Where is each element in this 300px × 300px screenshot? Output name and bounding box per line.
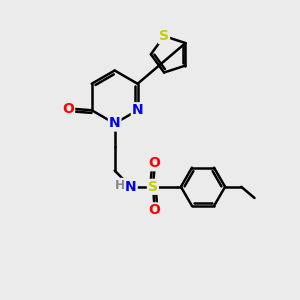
Text: N: N xyxy=(109,116,121,130)
Text: N: N xyxy=(125,180,137,194)
Text: N: N xyxy=(132,103,143,117)
Text: O: O xyxy=(62,102,74,116)
Text: S: S xyxy=(159,29,169,43)
Text: O: O xyxy=(148,156,160,170)
Text: S: S xyxy=(148,180,158,194)
Text: O: O xyxy=(148,203,160,218)
Text: H: H xyxy=(115,179,125,192)
